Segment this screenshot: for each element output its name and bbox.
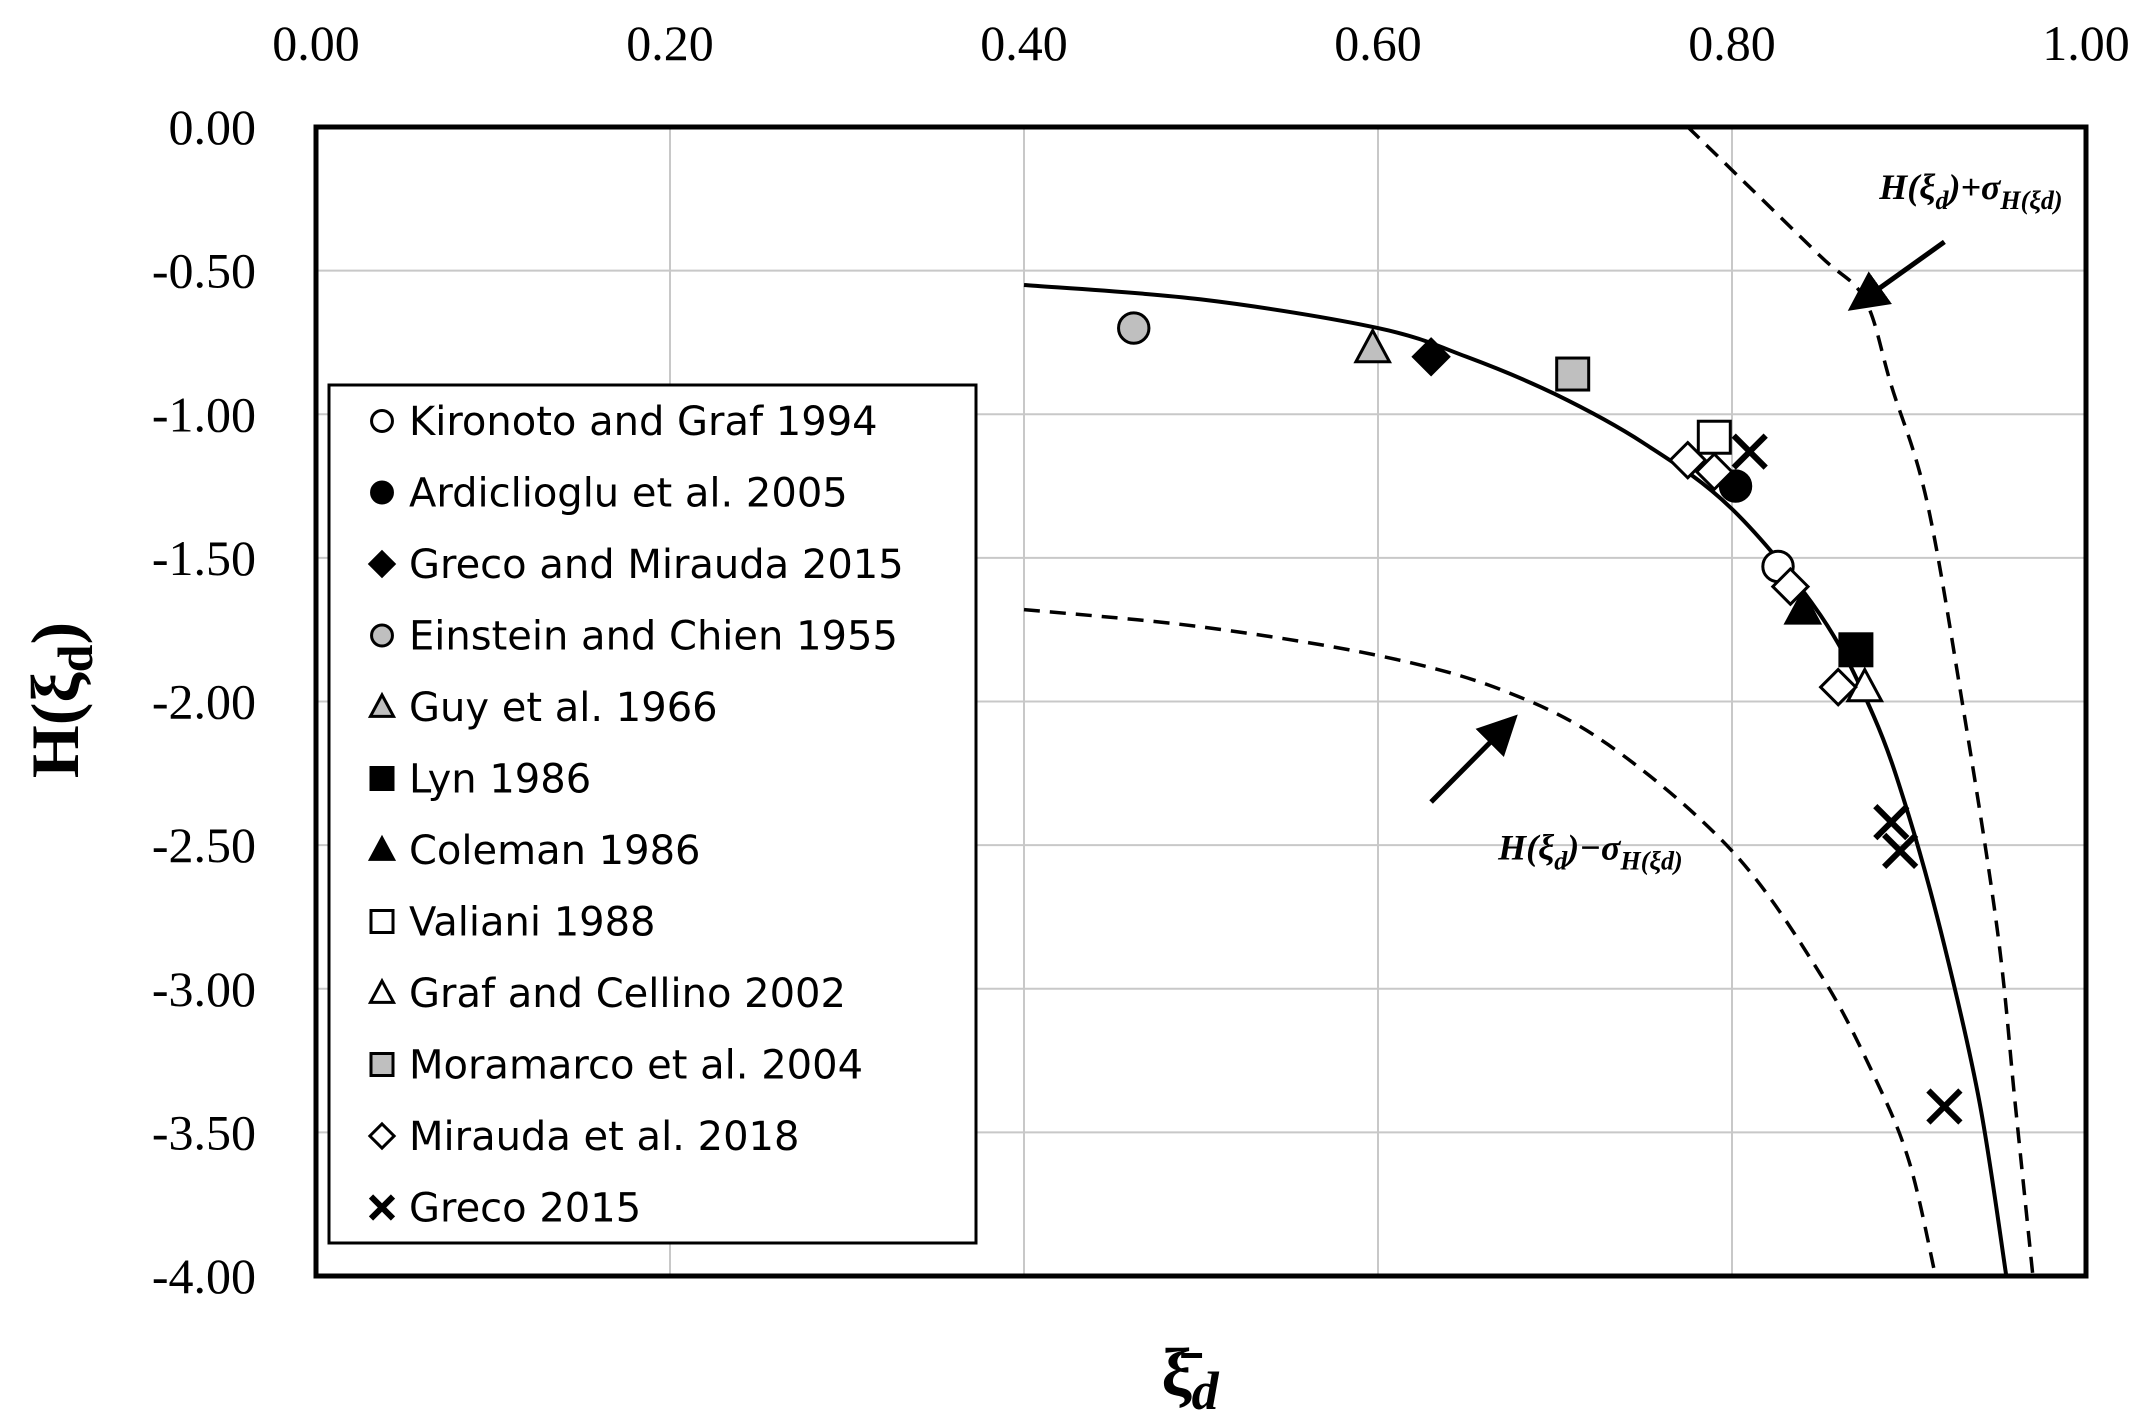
legend-marker-einstein-and-chien-1955 bbox=[370, 623, 394, 648]
legend-marker-valiani-1988 bbox=[369, 909, 395, 934]
legend-label-graf-and-cellino-2002: Graf and Cellino 2002 bbox=[409, 971, 846, 1017]
y-tick-label: -2.50 bbox=[152, 817, 256, 873]
point-mirauda-et-al-2018-2 bbox=[1770, 566, 1811, 607]
point-ardiclioglu-et-al-2005-0 bbox=[1718, 469, 1753, 503]
legend-label-greco-and-mirauda-2015: Greco and Mirauda 2015 bbox=[409, 542, 904, 588]
plot-frame bbox=[313, 124, 2089, 1279]
x-axis-title: ξ̄d bbox=[1161, 1334, 1219, 1418]
annotation-lower: H(ξd)−σH(ξd) bbox=[1497, 827, 1683, 875]
legend-label-kironoto-and-graf-1994: Kironoto and Graf 1994 bbox=[409, 399, 878, 445]
point-mirauda-et-al-2018-3 bbox=[1818, 667, 1858, 707]
x-tick-label: 0.20 bbox=[626, 15, 714, 71]
axis-titles: ξ̄d H(ξd) bbox=[17, 622, 1220, 1418]
legend-box bbox=[327, 383, 978, 1245]
y-tick-label: -1.50 bbox=[152, 530, 256, 586]
legend-label-einstein-and-chien-1955: Einstein and Chien 1955 bbox=[409, 614, 898, 660]
legend: Kironoto and Graf 1994 Ardiclioglu et al.… bbox=[327, 383, 978, 1245]
point-greco-2015-1 bbox=[1873, 804, 1910, 841]
curve-lower-bound bbox=[1023, 607, 1938, 1277]
legend-marker-kironoto-and-graf-1994 bbox=[370, 409, 394, 433]
legend-marker-lyn-1986 bbox=[369, 766, 395, 791]
x-tick-labels: 0.00 0.20 0.40 0.60 0.80 1.00 bbox=[272, 15, 2130, 71]
legend-label-guy-et-al-1966: Guy et al. 1966 bbox=[409, 685, 718, 731]
legend-label-lyn-1986: Lyn 1986 bbox=[409, 757, 591, 803]
y-tick-label: -0.50 bbox=[152, 243, 256, 299]
annotation-upper-arrow bbox=[1847, 239, 1946, 311]
legend-marker-coleman-1986 bbox=[367, 834, 397, 861]
x-tick-label: 0.80 bbox=[1688, 15, 1776, 71]
point-guy-et-al-1966-0 bbox=[1353, 327, 1393, 364]
annotations: H(ξd)+σH(ξd) H(ξd)−σH(ξd) bbox=[1429, 167, 2063, 875]
y-tick-label: -1.00 bbox=[152, 386, 256, 442]
x-tick-label: 0.60 bbox=[1334, 15, 1422, 71]
curve-upper-bound bbox=[1686, 125, 2035, 1277]
y-tick-label: 0.00 bbox=[169, 99, 257, 155]
y-tick-label: -2.00 bbox=[152, 674, 256, 730]
y-tick-label: -3.50 bbox=[152, 1104, 256, 1160]
legend-marker-ardiclioglu-et-al-2005 bbox=[370, 480, 394, 505]
y-axis-title: H(ξd) bbox=[17, 622, 103, 778]
curve-mean bbox=[1023, 283, 2009, 1277]
legend-label-valiani-1988: Valiani 1988 bbox=[409, 900, 655, 946]
legend-label-coleman-1986: Coleman 1986 bbox=[409, 828, 700, 874]
legend-marker-guy-et-al-1966 bbox=[367, 691, 397, 718]
point-mirauda-et-al-2018-0 bbox=[1668, 440, 1708, 480]
y-tick-label: -4.00 bbox=[152, 1248, 256, 1304]
legend-marker-mirauda-et-al-2018 bbox=[367, 1121, 397, 1151]
x-tick-label: 1.00 bbox=[2042, 15, 2130, 71]
legend-label-ardiclioglu-et-al-2005: Ardiclioglu et al. 2005 bbox=[409, 471, 848, 517]
legend-label-greco-2015: Greco 2015 bbox=[409, 1186, 641, 1232]
point-greco-2015-0 bbox=[1731, 433, 1768, 470]
point-moramarco-et-al-2004-0 bbox=[1555, 356, 1591, 392]
legend-marker-moramarco-et-al-2004 bbox=[369, 1052, 395, 1077]
point-greco-2015-2 bbox=[1882, 832, 1919, 869]
y-tick-label: -3.00 bbox=[152, 961, 256, 1017]
point-mirauda-et-al-2018-1 bbox=[1694, 451, 1735, 492]
curve-layer bbox=[1023, 125, 2035, 1277]
legend-label-mirauda-et-al-2018: Mirauda et al. 2018 bbox=[409, 1114, 799, 1160]
point-valiani-1988-0 bbox=[1696, 419, 1732, 455]
data-points bbox=[1117, 311, 1963, 1125]
legend-marker-greco-and-mirauda-2015 bbox=[367, 549, 397, 579]
legend-label-moramarco-et-al-2004: Moramarco et al. 2004 bbox=[409, 1043, 863, 1089]
x-tick-label: 0.00 bbox=[272, 15, 360, 71]
point-einstein-and-chien-1955-0 bbox=[1117, 311, 1151, 345]
annotation-lower-arrow bbox=[1429, 714, 1518, 804]
point-greco-2015-3 bbox=[1926, 1088, 1963, 1125]
x-tick-label: 0.40 bbox=[980, 15, 1068, 71]
point-greco-and-mirauda-2015-0 bbox=[1411, 337, 1451, 377]
point-graf-and-cellino-2002-0 bbox=[1845, 666, 1885, 703]
legend-marker-graf-and-cellino-2002 bbox=[367, 977, 397, 1004]
y-tick-labels: 0.00 -0.50 -1.00 -1.50 -2.00 -2.50 -3.00 -3.50 -… bbox=[152, 99, 256, 1304]
annotation-upper: H(ξd)+σH(ξd) bbox=[1878, 167, 2062, 215]
point-lyn-1986-0 bbox=[1838, 632, 1874, 668]
legend-marker-greco-2015 bbox=[368, 1194, 396, 1221]
point-coleman-1986-0 bbox=[1783, 588, 1823, 625]
